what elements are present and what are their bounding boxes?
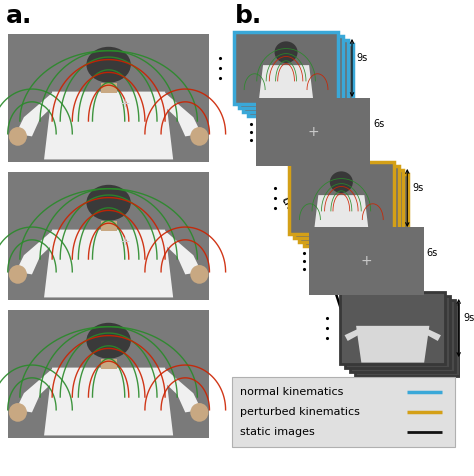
Circle shape xyxy=(9,403,27,422)
Text: 9s: 9s xyxy=(412,183,423,193)
Polygon shape xyxy=(345,327,364,341)
Bar xyxy=(355,304,460,376)
Polygon shape xyxy=(153,231,201,274)
Text: static images: static images xyxy=(240,427,315,437)
Bar xyxy=(289,162,394,234)
Polygon shape xyxy=(16,93,64,137)
Bar xyxy=(248,44,353,116)
Bar xyxy=(8,310,210,438)
Polygon shape xyxy=(44,367,173,436)
Bar xyxy=(310,227,424,295)
Bar xyxy=(8,34,210,162)
Circle shape xyxy=(190,265,209,284)
Ellipse shape xyxy=(330,171,353,193)
Bar xyxy=(350,300,455,372)
Ellipse shape xyxy=(274,41,298,63)
Text: normal kinematics: normal kinematics xyxy=(240,387,344,397)
Polygon shape xyxy=(44,229,173,298)
Circle shape xyxy=(9,127,27,146)
Polygon shape xyxy=(259,65,313,100)
Bar xyxy=(345,296,450,368)
Ellipse shape xyxy=(86,47,131,83)
Bar xyxy=(238,36,343,108)
Polygon shape xyxy=(356,326,429,363)
Text: 6s: 6s xyxy=(374,119,384,129)
Text: time: time xyxy=(277,192,309,229)
Ellipse shape xyxy=(86,185,131,221)
Text: +: + xyxy=(361,254,373,268)
Bar xyxy=(234,32,338,104)
Polygon shape xyxy=(16,231,64,274)
Polygon shape xyxy=(422,327,441,341)
Bar xyxy=(100,83,117,93)
Text: a.: a. xyxy=(6,4,32,28)
Polygon shape xyxy=(16,369,64,412)
Text: +: + xyxy=(308,125,319,139)
Text: b.: b. xyxy=(235,4,262,28)
Bar xyxy=(303,174,408,246)
Bar xyxy=(8,172,210,300)
Text: 6s: 6s xyxy=(427,248,438,258)
Polygon shape xyxy=(44,91,173,159)
Bar xyxy=(299,170,403,242)
Text: perturbed kinematics: perturbed kinematics xyxy=(240,407,360,417)
Circle shape xyxy=(190,127,209,146)
FancyBboxPatch shape xyxy=(232,377,455,447)
Polygon shape xyxy=(153,369,201,412)
Polygon shape xyxy=(314,195,369,230)
Ellipse shape xyxy=(86,323,131,358)
Bar xyxy=(294,166,399,238)
Bar xyxy=(256,98,371,166)
Bar xyxy=(244,40,348,112)
Bar xyxy=(100,221,117,231)
Ellipse shape xyxy=(380,303,405,325)
Text: 9s: 9s xyxy=(357,53,368,63)
Bar xyxy=(100,358,117,369)
Text: +: + xyxy=(119,97,130,109)
Circle shape xyxy=(9,265,27,284)
Circle shape xyxy=(190,403,209,422)
Text: +: + xyxy=(119,235,130,248)
Text: 9s: 9s xyxy=(464,313,474,323)
Polygon shape xyxy=(153,93,201,137)
Bar xyxy=(340,292,445,364)
